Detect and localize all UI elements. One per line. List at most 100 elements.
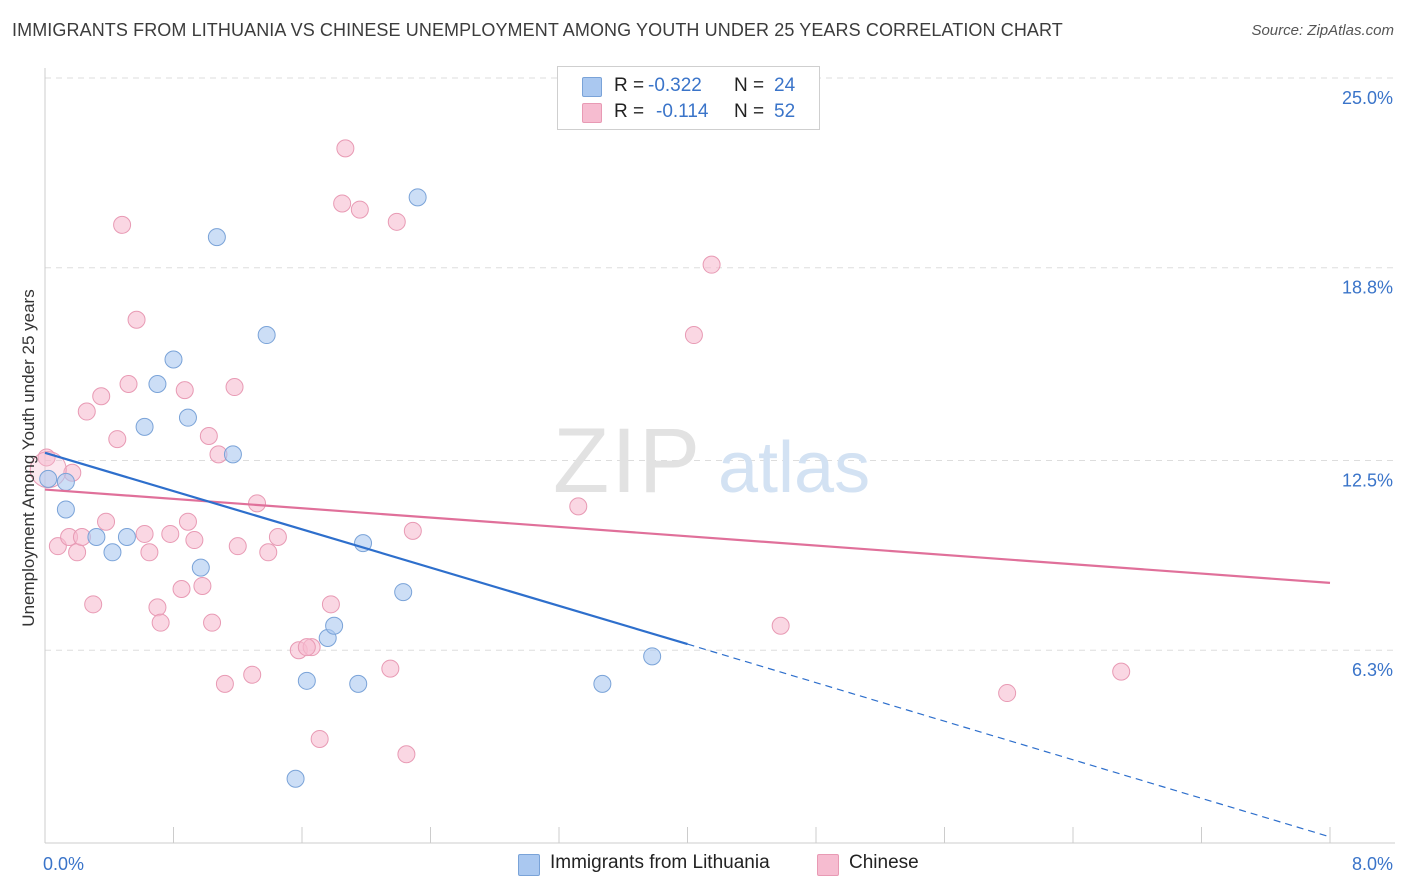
lithuania-point [257, 326, 276, 345]
chinese-point [215, 674, 234, 693]
chinese-point [403, 521, 422, 540]
y-tick-label: 18.8% [1342, 278, 1393, 298]
lithuania-point [148, 375, 167, 393]
y-tick-label: 25.0% [1342, 88, 1393, 108]
chinese-point [185, 531, 204, 550]
chinese-point [37, 448, 56, 467]
chinese-point [228, 537, 247, 556]
chinese-point [140, 543, 159, 562]
chinese-point [148, 598, 167, 617]
chinese-point [387, 212, 406, 231]
legend-r-value-chinese: -0.114 [656, 101, 709, 122]
legend-n-label: N = [734, 75, 765, 96]
chinese-point [336, 139, 355, 158]
legend-swatch-chinese [582, 103, 602, 123]
lithuania-points [39, 188, 662, 788]
lithuania-point [643, 647, 662, 666]
chinese-point [92, 387, 111, 406]
chinese-point [77, 402, 96, 421]
legend-r-label: R = [614, 101, 645, 122]
grid-layer [45, 77, 1395, 651]
chinese-point [119, 375, 138, 393]
lithuania-point [297, 671, 316, 690]
chinese-point [259, 543, 278, 562]
chinese-point [68, 543, 87, 562]
chinese-point [1112, 662, 1131, 681]
lithuania-point [56, 472, 75, 491]
chinese-point [381, 659, 400, 678]
legend-n-label: N = [734, 101, 765, 122]
bottom-legend-label-lithuania: Immigrants from Lithuania [550, 852, 770, 873]
chinese-trend-line [44, 488, 1331, 584]
chinese-point [771, 616, 790, 635]
chinese-point [350, 200, 369, 219]
correlation-legend: R = -0.322 N = 24 R = -0.114 N = 52 [557, 66, 820, 130]
lithuania-point [103, 543, 122, 562]
watermark-zip: ZIP [553, 410, 702, 512]
chinese-point [127, 310, 146, 329]
bottom-legend-swatch-lithuania [518, 854, 540, 876]
lithuania-point [178, 408, 197, 427]
lithuania-point [135, 417, 154, 436]
chinese-point [108, 430, 127, 449]
chinese-point [333, 194, 352, 213]
chinese-point [172, 580, 191, 599]
chinese-point [199, 427, 218, 446]
chinese-point [84, 595, 103, 614]
chinese-point [243, 665, 262, 684]
legend-n-value-chinese: 52 [774, 101, 796, 122]
x-tick-label: 8.0% [1352, 854, 1393, 874]
lithuania-point [394, 583, 413, 602]
lithuania-point [87, 528, 106, 546]
chinese-point [193, 576, 212, 595]
chinese-point [151, 613, 170, 632]
chinese-point [203, 613, 222, 632]
chinese-point [268, 528, 287, 546]
chinese-point [397, 745, 416, 764]
lithuania-point [207, 228, 226, 247]
lithuania-trend-extension [687, 643, 1331, 838]
chinese-point [135, 524, 154, 543]
y-tick-label: 6.3% [1352, 660, 1393, 680]
legend-r-label: R = [614, 75, 645, 96]
bottom-legend-label-chinese: Chinese [849, 852, 919, 873]
axis-layer: 6.3% 12.5% 18.8% 25.0% 0.0% 8.0% [43, 68, 1395, 874]
lithuania-point [39, 469, 58, 488]
legend-n-value-lithuania: 24 [774, 75, 796, 96]
chinese-points [29, 139, 1131, 764]
lithuania-point [408, 188, 427, 207]
trend-lines [44, 451, 1331, 838]
lithuania-point [349, 674, 368, 693]
chart-title: IMMIGRANTS FROM LITHUANIA VS CHINESE UNE… [12, 20, 1063, 40]
chinese-point [702, 255, 721, 274]
y-tick-label: 12.5% [1342, 471, 1393, 491]
lithuania-trend-line [44, 451, 688, 646]
chinese-point [113, 215, 132, 234]
lithuania-point [286, 769, 305, 788]
x-tick-label: 0.0% [43, 854, 84, 874]
lithuania-point [593, 674, 612, 693]
lithuania-point [325, 616, 344, 635]
chinese-point [297, 638, 316, 657]
legend-swatch-lithuania [582, 77, 602, 97]
chinese-point [225, 378, 244, 397]
lithuania-point [56, 500, 75, 519]
source-label: Source: ZipAtlas.com [1251, 22, 1394, 39]
watermark: ZIP atlas [553, 410, 870, 512]
chinese-point [175, 381, 194, 400]
chinese-point [178, 512, 197, 531]
chinese-point [998, 684, 1017, 703]
chinese-point [569, 497, 588, 516]
watermark-atlas: atlas [718, 428, 870, 508]
lithuania-point [117, 528, 136, 546]
legend-r-value-lithuania: -0.322 [648, 75, 702, 96]
lithuania-point [164, 350, 183, 369]
chinese-point [97, 512, 116, 531]
chinese-point [161, 524, 180, 543]
lithuania-point [191, 558, 210, 577]
chinese-point [684, 326, 703, 345]
chinese-point [248, 494, 267, 513]
chinese-point [321, 595, 340, 614]
lithuania-point [223, 445, 242, 464]
